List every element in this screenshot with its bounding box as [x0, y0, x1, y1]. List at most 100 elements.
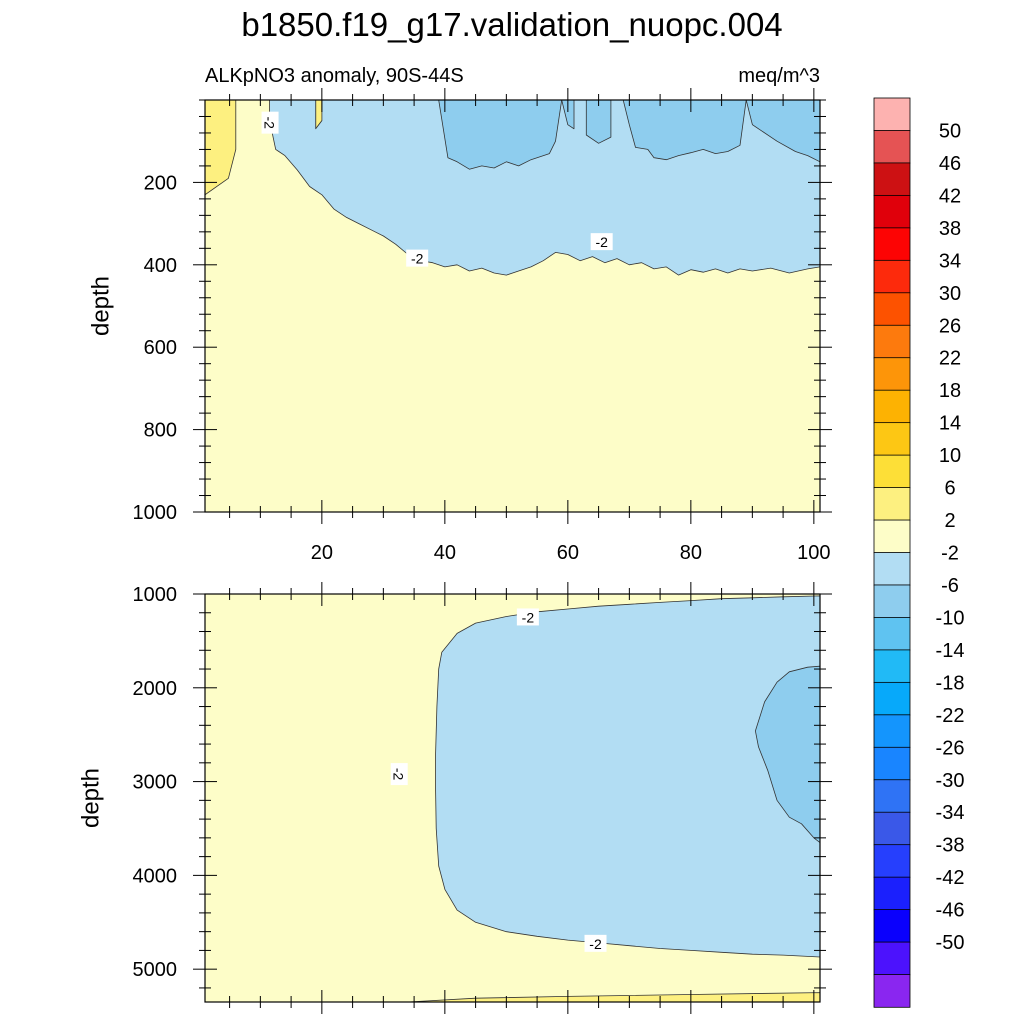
colorbar-swatch — [873, 97, 911, 132]
colorbar-label: -34 — [936, 802, 965, 824]
colorbar-label: -18 — [936, 672, 965, 694]
subtitle-left: ALKpNO3 anomaly, 90S-44S — [205, 65, 464, 87]
colorbar-label: 30 — [939, 283, 961, 305]
colorbar-swatch — [873, 974, 911, 1008]
upper-contour-region — [205, 100, 237, 196]
colorbar-label: -10 — [936, 607, 965, 629]
colorbar-swatch — [873, 454, 911, 489]
upper-contour-label: -2 — [261, 111, 279, 134]
colorbar-label: 50 — [939, 120, 961, 142]
colorbar-label: -26 — [936, 737, 965, 759]
y-tick-label: 5000 — [133, 959, 178, 981]
y-tick-label: 1000 — [133, 502, 178, 524]
colorbar-label: 38 — [939, 218, 961, 240]
colorbar-label: 22 — [939, 348, 961, 370]
colorbar-swatch — [873, 779, 911, 813]
upper-x-axis: 20 40 60 80 100 — [229, 88, 831, 564]
colorbar-swatch — [873, 292, 911, 326]
upper-ylabel: depth — [87, 276, 114, 336]
lower-panel: -2 -2 -2 1000 2000 3000 4000 5000 — [133, 582, 832, 1014]
colorbar-swatch — [873, 162, 911, 197]
colorbar-label: 34 — [939, 250, 961, 272]
colorbar-swatch — [873, 876, 911, 911]
y-tick-label: 1000 — [133, 584, 178, 606]
upper-y-axis: 200 400 600 800 1000 — [133, 99, 832, 524]
y-tick-label: 4000 — [133, 865, 178, 887]
upper-contour-region — [438, 100, 563, 170]
colorbar-swatch — [873, 227, 911, 262]
svg-text:-2: -2 — [595, 234, 608, 250]
lower-contour-label: -2 — [584, 934, 607, 952]
colorbar-swatch — [873, 746, 911, 781]
upper-panel: -2 -2 -2 20 40 60 80 100 200 400 600 800 1000 — [133, 88, 832, 564]
x-tick-label: 20 — [311, 542, 333, 564]
colorbar-swatch — [873, 130, 911, 164]
colorbar-swatch — [873, 324, 911, 359]
y-tick-label: 600 — [144, 337, 177, 359]
colorbar-label: -38 — [936, 835, 965, 857]
chart-title: b1850.f19_g17.validation_nuopc.004 — [241, 6, 782, 43]
upper-contour-label: -2 — [590, 233, 613, 251]
subtitle-right: meq/m^3 — [738, 65, 820, 87]
colorbar-swatch — [873, 617, 911, 651]
colorbar: 50 46 42 38 34 30 26 22 18 14 10 6 2 -2 -6 -10 -14 -18 -22… — [873, 97, 965, 1008]
colorbar-swatch — [873, 649, 911, 684]
lower-contour-region — [435, 595, 820, 958]
svg-text:-2: -2 — [262, 116, 278, 129]
colorbar-swatch — [873, 584, 911, 619]
colorbar-label: -30 — [936, 770, 965, 792]
colorbar-label: 42 — [939, 185, 961, 207]
colorbar-label: -22 — [936, 705, 965, 727]
y-tick-label: 2000 — [133, 678, 178, 700]
upper-plot-frame — [204, 99, 821, 513]
colorbar-swatch — [873, 909, 911, 943]
colorbar-label: 14 — [939, 413, 961, 435]
lower-contour-label: -2 — [516, 608, 539, 626]
x-tick-label: 80 — [680, 542, 702, 564]
lower-plot-frame — [204, 593, 821, 1003]
colorbar-swatch — [873, 194, 911, 229]
colorbar-swatch — [873, 844, 911, 878]
y-tick-label: 3000 — [133, 772, 178, 794]
colorbar-label: 46 — [939, 153, 961, 175]
colorbar-swatch — [873, 422, 911, 456]
upper-contour-label: -2 — [406, 249, 429, 267]
colorbar-label: -6 — [941, 575, 959, 597]
colorbar-swatch — [873, 389, 911, 424]
y-tick-label: 200 — [144, 172, 177, 194]
colorbar-swatch — [873, 811, 911, 846]
lower-contour-region — [755, 665, 820, 843]
svg-text:-2: -2 — [411, 251, 424, 267]
colorbar-swatch — [873, 259, 911, 294]
colorbar-swatch — [873, 681, 911, 716]
x-tick-label: 60 — [557, 542, 579, 564]
colorbar-label: 26 — [939, 315, 961, 337]
upper-contour-region — [622, 100, 820, 163]
colorbar-swatch — [873, 714, 911, 748]
colorbar-label: -50 — [936, 932, 965, 954]
colorbar-label: -46 — [936, 900, 965, 922]
colorbar-swatch — [873, 552, 911, 586]
lower-x-axis — [229, 582, 815, 1014]
upper-contour-region — [585, 100, 612, 144]
svg-text:-2: -2 — [589, 936, 602, 952]
y-tick-label: 400 — [144, 255, 177, 277]
svg-text:-2: -2 — [391, 768, 407, 781]
colorbar-swatch — [873, 941, 911, 976]
colorbar-swatch — [873, 357, 911, 391]
colorbar-label: 6 — [944, 478, 955, 500]
x-tick-label: 100 — [797, 542, 830, 564]
colorbar-label: -14 — [936, 640, 965, 662]
upper-contour-region — [561, 100, 575, 130]
colorbar-swatch — [873, 519, 911, 554]
svg-text:-2: -2 — [522, 609, 535, 625]
colorbar-label: 18 — [939, 380, 961, 402]
colorbar-label: 10 — [939, 445, 961, 467]
lower-ylabel: depth — [77, 768, 104, 828]
lower-y-axis: 1000 2000 3000 4000 5000 — [133, 584, 832, 989]
colorbar-label: -42 — [936, 867, 965, 889]
colorbar-swatch — [873, 487, 911, 521]
colorbar-label: -2 — [941, 543, 959, 565]
x-tick-label: 40 — [434, 542, 456, 564]
y-tick-label: 800 — [144, 420, 177, 442]
